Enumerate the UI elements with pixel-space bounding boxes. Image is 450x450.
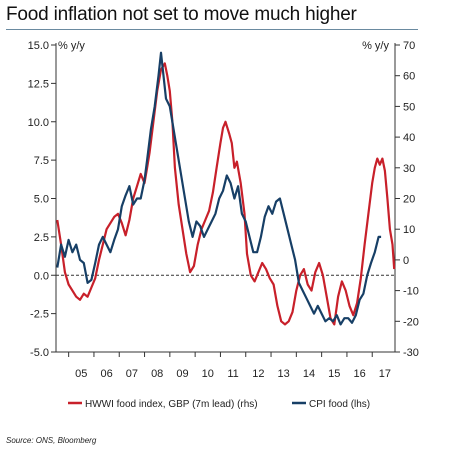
x-axis-tick-label: 10 [202,368,214,380]
left-axis-tick-label: 15.0 [28,40,49,52]
right-axis-tick-label: 0 [403,255,409,267]
right-axis-tick-label: 50 [403,101,415,113]
right-axis-tick-label: 70 [403,40,415,52]
left-axis-unit-label: % y/y [58,40,85,52]
x-axis-tick-label: 12 [252,368,264,380]
right-axis-unit-label: % y/y [362,40,389,52]
left-axis-tick-label: 12.5 [28,78,49,90]
right-axis-tick-label: 10 [403,224,415,236]
left-axis-tick-label: 0.0 [34,270,49,282]
left-axis-tick-label: 2.5 [34,232,49,244]
series-layer [56,51,396,326]
right-axis-tick-label: -10 [403,286,419,298]
x-axis-tick-label: 16 [353,368,365,380]
source-note: Source: ONS, Bloomberg [6,436,97,445]
x-axis-tick-label: 13 [278,368,290,380]
x-axis-tick-label: 15 [328,368,340,380]
right-axis-tick-label: 20 [403,194,415,206]
left-axis-tick-label: 5.0 [34,194,49,206]
right-axis-tick-label: -30 [403,347,419,359]
x-axis: 05 06 07 08 09 10 11 12 13 14 15 16 17 [56,351,395,380]
left-axis-tick-label: -5.0 [30,347,49,359]
x-axis-tick-label: 14 [303,368,315,380]
right-axis-tick-label: 40 [403,132,415,144]
x-axis-tick-label: 08 [151,368,163,380]
chart-legend: HWWI food index, GBP (7m lead) (rhs) CPI … [68,399,370,410]
right-axis: 70 60 50 40 30 20 10 0 -10 -20 -30 [394,40,419,359]
legend-label: HWWI food index, GBP (7m lead) (rhs) [85,399,258,410]
x-axis-tick-label: 06 [100,368,112,380]
legend-label: CPI food (lhs) [309,399,370,410]
x-axis-tick-label: 05 [75,368,87,380]
title-divider [6,29,418,30]
x-axis-tick-label: 11 [227,368,238,380]
x-axis-tick-label: 07 [126,368,138,380]
cpi-food-line [56,51,382,326]
hwwi-food-index-line [56,62,396,326]
right-axis-tick-label: -20 [403,316,419,328]
left-axis-tick-label: -2.5 [30,309,49,321]
left-axis-tick-label: 10.0 [28,117,49,129]
right-axis-tick-label: 30 [403,163,415,175]
chart-title: Food inflation not set to move much high… [6,4,357,25]
x-axis-tick-label: 09 [176,368,188,380]
right-axis-tick-label: 60 [403,71,415,83]
left-axis-tick-label: 7.5 [34,155,49,167]
x-axis-tick-label: 17 [379,368,391,380]
left-axis: 15.0 12.5 10.0 7.5 5.0 2.5 0.0 -2.5 -5.0 [28,40,57,359]
